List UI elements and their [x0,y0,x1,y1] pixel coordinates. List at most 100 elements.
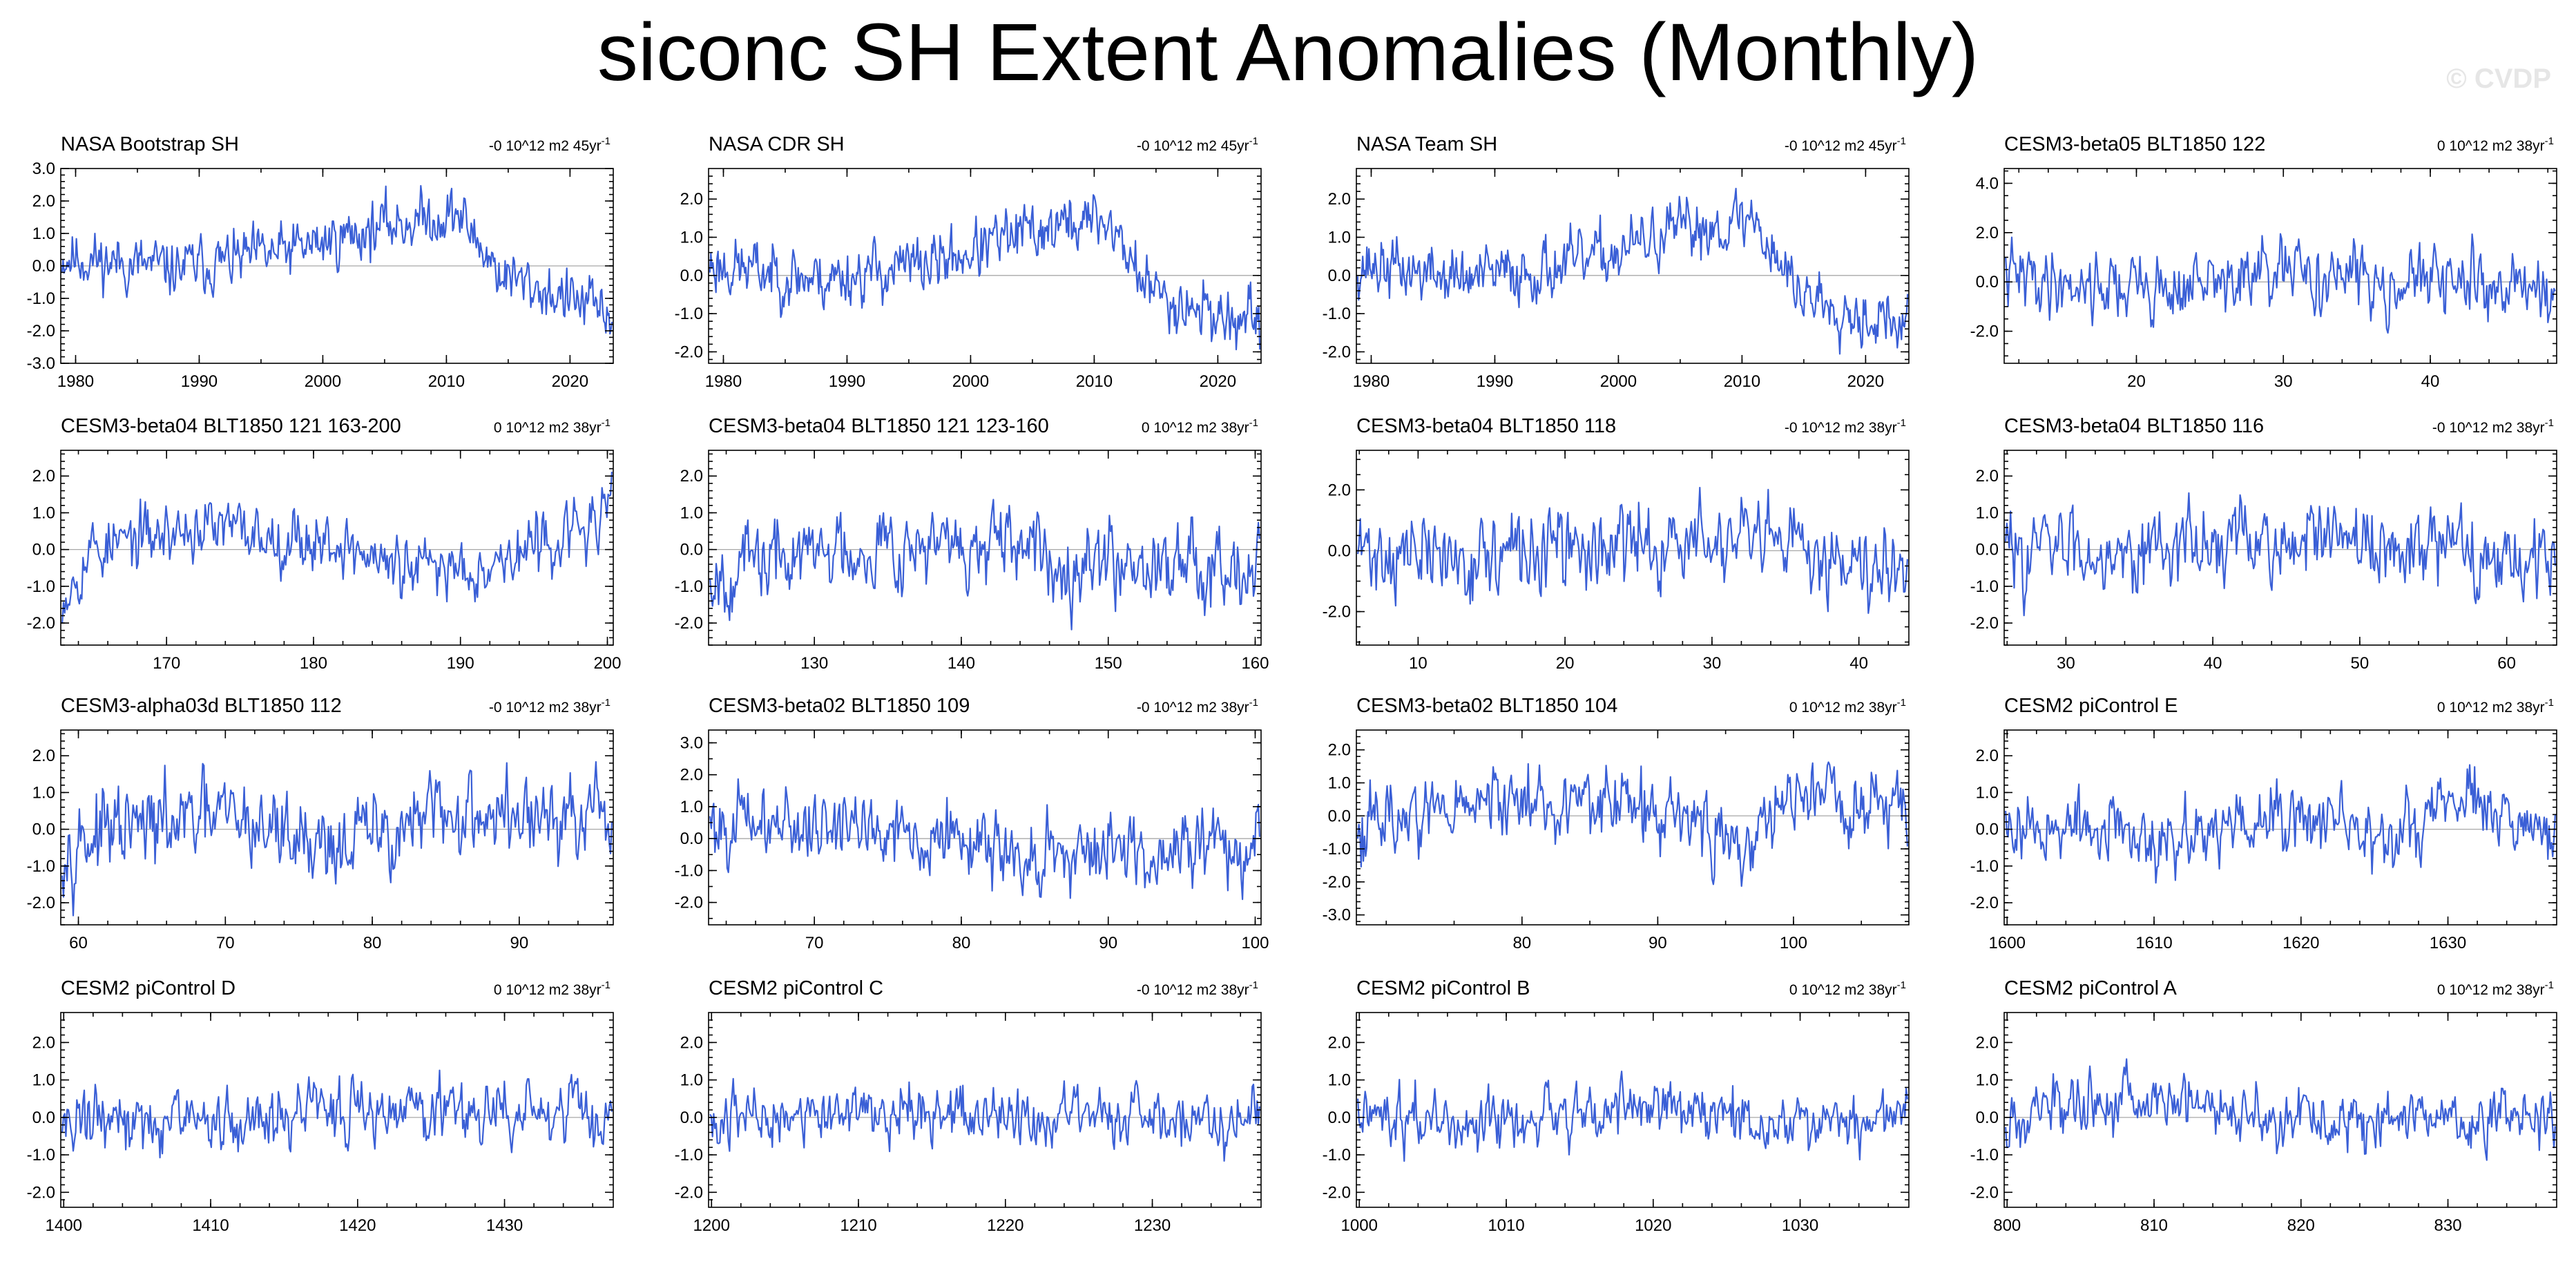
x-tick-label: 80 [952,934,971,952]
x-tick-label: 1610 [2135,934,2172,952]
x-tick-label: 60 [2497,654,2516,673]
y-tick-label: 2.0 [1328,1033,1351,1052]
panel-title: NASA CDR SH [709,133,845,155]
panel-trend-label: -0 10^12 m2 38yr-1 [489,697,611,716]
plot-frame [2003,729,2557,925]
y-tick-label: 1.0 [1328,774,1351,792]
panel-title: NASA Bootstrap SH [61,133,239,155]
panel-title: NASA Team SH [1356,133,1497,155]
data-series-line [61,184,613,335]
panel-2: NASA CDR SH -0 10^12 m2 45yr-1 2.0 1.0 0.0 -1… [675,133,1262,391]
panel-trend-label: -0 10^12 m2 45yr-1 [1785,135,1906,154]
panel-14: CESM2 piControl C -0 10^12 m2 38yr-1 2.0 1.… [675,977,1262,1235]
panel-trend-label: -0 10^12 m2 38yr-1 [2432,417,2554,436]
x-tick-label: 1000 [1341,1216,1378,1235]
y-tick-label: -1.0 [675,861,703,880]
y-tick-label: -2.0 [1970,323,1999,341]
y-tick-label: -1.0 [1970,577,1999,596]
trend-exponent: -1 [1249,979,1258,991]
trend-exponent: -1 [1897,417,1906,429]
data-series-line [2005,233,2556,334]
y-tick-label: 2.0 [32,467,55,486]
x-tick-label: 90 [510,934,528,952]
plot-frame [60,729,614,925]
y-tick-label: 2.0 [32,192,55,211]
x-tick-label: 80 [363,934,382,952]
x-tick-label: 830 [2434,1216,2462,1235]
x-tick-label: 30 [2274,372,2293,391]
panel-title: CESM2 piControl C [709,977,883,999]
trend-text: -0 10^12 m2 45yr [1137,138,1249,154]
y-tick-label: -1.0 [1323,305,1351,323]
y-tick-label: 1.0 [1976,783,1999,802]
panel-11: CESM3-beta02 BLT1850 104 0 10^12 m2 38yr-… [1323,695,1910,952]
data-series-line [61,760,613,917]
panel-trend-label: -0 10^12 m2 38yr-1 [1137,697,1258,716]
trend-exponent: -1 [1897,135,1906,147]
trend-text: 0 10^12 m2 38yr [1142,420,1249,436]
panel-trend-label: -0 10^12 m2 38yr-1 [1137,979,1258,998]
x-tick-label: 1200 [693,1216,730,1235]
x-tick-label: 1420 [339,1216,376,1235]
trend-text: 0 10^12 m2 38yr [2437,982,2545,998]
data-series-line [61,471,613,624]
x-tick-label: 2020 [1847,372,1884,391]
trend-exponent: -1 [1897,979,1906,991]
panel-10: CESM3-beta02 BLT1850 109 -0 10^12 m2 38yr… [675,695,1269,952]
panel-title: CESM2 piControl D [61,977,236,999]
x-tick-label: 40 [1849,654,1868,673]
x-tick-label: 30 [2057,654,2075,673]
panel-trend-label: 0 10^12 m2 38yr-1 [1789,697,1906,716]
panel-trend-label: -0 10^12 m2 38yr-1 [1785,417,1906,436]
x-tick-label: 1990 [181,372,218,391]
y-tick-label: 0.0 [32,821,55,839]
y-tick-label: -3.0 [1323,906,1351,925]
y-tick-label: 0.0 [32,257,55,276]
x-tick-label: 810 [2140,1216,2168,1235]
x-tick-label: 1630 [2430,934,2466,952]
trend-text: 0 10^12 m2 38yr [494,982,602,998]
x-tick-label: 60 [69,934,88,952]
trend-exponent: -1 [602,697,611,709]
x-tick-label: 800 [1993,1216,2021,1235]
panel-1: NASA Bootstrap SH -0 10^12 m2 45yr-1 3.0 2.… [27,133,614,391]
panel-title: CESM3-beta05 BLT1850 122 [2004,133,2265,155]
y-tick-label: -1.0 [1970,857,1999,876]
y-tick-label: 1.0 [32,224,55,243]
y-tick-label: -2.0 [1970,894,1999,912]
y-tick-label: 1.0 [680,503,703,522]
panel-title: CESM3-beta02 BLT1850 104 [1356,695,1617,717]
panel-title: CESM3-beta02 BLT1850 109 [709,695,970,717]
y-tick-label: 1.0 [1976,1071,1999,1090]
y-tick-label: 1.0 [1328,1071,1351,1090]
x-tick-label: 70 [805,934,824,952]
x-tick-label: 2010 [428,372,465,391]
data-series-line [1357,486,1908,614]
data-series-line [709,499,1260,631]
trend-exponent: -1 [1249,135,1258,147]
x-tick-label: 70 [216,934,235,952]
data-series-line [709,194,1261,351]
data-series-line [1356,761,1909,888]
panel-title: CESM2 piControl A [2004,977,2177,999]
y-tick-label: 1.0 [680,798,703,816]
y-tick-label: -1.0 [1323,1146,1351,1164]
panel-title: CESM3-alpha03d BLT1850 112 [61,695,342,717]
data-series-line [61,1069,613,1159]
x-tick-label: 40 [2421,372,2440,391]
panel-title: CESM3-beta04 BLT1850 121 123-160 [709,415,1049,437]
x-tick-label: 200 [593,654,621,673]
panel-trend-label: 0 10^12 m2 38yr-1 [494,417,611,436]
panel-5: CESM3-beta04 BLT1850 121 163-200 0 10^12 … [27,415,622,673]
y-tick-label: 0.0 [1328,267,1351,285]
panel-16: CESM2 piControl A 0 10^12 m2 38yr-1 2.0 1.0… [1970,977,2557,1235]
x-tick-label: 820 [2287,1216,2315,1235]
y-tick-label: -2.0 [675,1183,703,1202]
y-tick-label: 0.0 [680,541,703,559]
trend-exponent: -1 [2545,135,2554,147]
y-tick-label: 0.0 [1976,821,1999,839]
x-tick-label: 1990 [829,372,865,391]
trend-text: -0 10^12 m2 38yr [2432,420,2545,436]
x-tick-label: 1980 [57,372,94,391]
